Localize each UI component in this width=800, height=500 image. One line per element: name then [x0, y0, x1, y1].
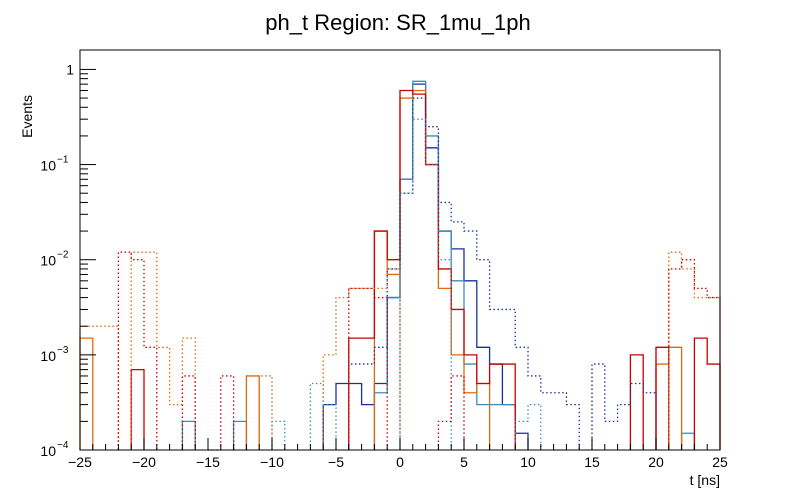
series-solid-teal [181, 80, 696, 450]
histogram-line [117, 251, 721, 451]
y-tick-exponent: −1 [57, 155, 69, 166]
y-tick-label: 10 −3 [40, 345, 68, 364]
series-solid-red [130, 89, 721, 450]
y-tick-base: 10 [40, 158, 56, 174]
series-dotted-teal [271, 118, 567, 451]
histogram-line [79, 251, 721, 450]
x-tick-label: −5 [328, 454, 344, 470]
x-tick-label: 0 [396, 454, 404, 470]
y-tick-label: 1 [66, 61, 74, 77]
y-tick-base: 10 [40, 348, 56, 364]
series-dotted-orange [79, 251, 721, 450]
x-tick-label: −20 [132, 454, 156, 470]
y-tick-label: 10 −1 [40, 155, 68, 174]
x-tick-label: 10 [520, 454, 536, 470]
histogram-line [130, 89, 721, 450]
chart-title: ph_t Region: SR_1mu_1ph [265, 10, 530, 35]
histogram-line [181, 80, 696, 450]
series-dotted-navy [348, 97, 657, 450]
x-axis-title: t [ns] [690, 472, 720, 488]
y-tick-exponent: −4 [57, 440, 69, 451]
x-tick-label: 20 [648, 454, 664, 470]
x-tick-label: −15 [196, 454, 220, 470]
x-tick-label: −25 [68, 454, 92, 470]
y-tick-label: 10 −2 [40, 250, 68, 269]
y-tick-base: 10 [40, 253, 56, 269]
y-tick-exponent: −2 [57, 250, 69, 261]
axis-layer: −25 −20 −15 −10 −5 0 5 10 15 20 2510−410−310−210−1… [40, 61, 728, 470]
y-tick-label: 10 −4 [40, 440, 68, 459]
x-tick-label: 25 [712, 454, 728, 470]
y-tick-exponent: −3 [57, 345, 69, 356]
y-axis-title: Events [19, 95, 35, 138]
y-tick-text: 1 [66, 61, 74, 77]
series-layer [79, 80, 721, 451]
histogram-line [79, 89, 683, 450]
series-dotted-red [117, 251, 721, 451]
x-tick-label: −10 [260, 454, 284, 470]
x-tick-label: 15 [584, 454, 600, 470]
y-tick-base: 10 [40, 443, 56, 459]
series-solid-orange [79, 89, 683, 450]
histogram-line [271, 118, 567, 451]
x-tick-label: 5 [460, 454, 468, 470]
histogram-line [348, 97, 657, 450]
